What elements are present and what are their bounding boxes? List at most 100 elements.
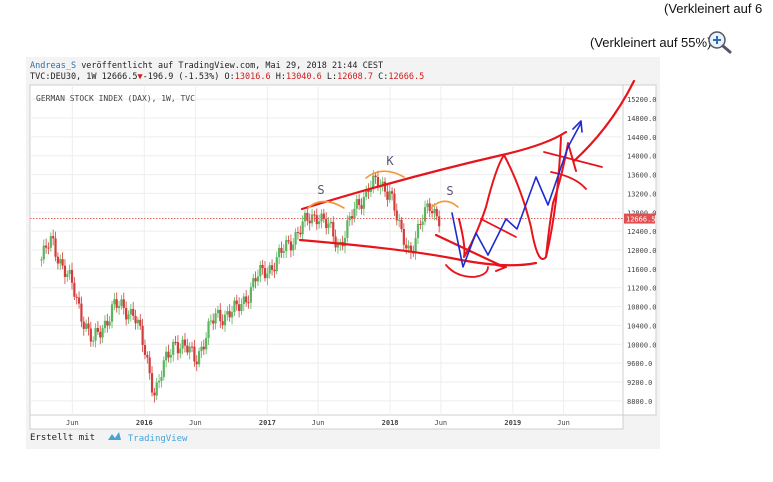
candle-body — [374, 175, 377, 178]
chart-card: Andreas_S veröffentlicht auf TradingView… — [26, 57, 660, 449]
candle-body — [40, 259, 43, 261]
candle-body — [56, 256, 59, 264]
candle-body — [122, 299, 125, 309]
x-tick-label: 2018 — [382, 419, 399, 427]
candle-body — [49, 236, 52, 248]
candle-body — [89, 328, 92, 342]
x-tick-label: Jun — [312, 419, 325, 427]
candle-body — [113, 299, 116, 305]
candle-body — [209, 320, 212, 322]
candle-body — [66, 273, 69, 277]
y-tick-label: 13200.0 — [627, 190, 657, 198]
close-label: C: — [378, 72, 389, 82]
candle-body — [414, 238, 417, 254]
candle-body — [409, 245, 413, 253]
candle-body — [195, 361, 198, 365]
candle-body — [390, 191, 394, 194]
candle-body — [132, 308, 135, 317]
candle-body — [365, 188, 368, 197]
candle-body — [372, 175, 375, 188]
candle-body — [282, 251, 285, 253]
change-arrow: ▼ — [137, 72, 143, 82]
candle-body — [325, 219, 328, 229]
created-with-label: Erstellt mit — [30, 433, 96, 443]
candle-body — [155, 382, 158, 396]
candle-body — [252, 278, 255, 288]
candle-body — [407, 245, 410, 249]
candle-body — [433, 208, 436, 214]
candle-body — [388, 191, 391, 200]
candle-body — [120, 299, 123, 306]
y-tick-label: 11600.0 — [627, 266, 657, 274]
candle-body — [141, 325, 144, 346]
candle-body — [188, 346, 191, 353]
candle-body — [197, 351, 201, 365]
candle-body — [134, 316, 137, 324]
candle-body — [47, 247, 50, 249]
zoom-in-button[interactable] — [706, 30, 734, 54]
author-link[interactable]: Andreas_S — [30, 61, 77, 71]
tradingview-logo[interactable]: TradingView — [106, 431, 187, 444]
candle-body — [219, 309, 222, 322]
candle-body — [59, 259, 62, 264]
low-label: L: — [326, 72, 338, 82]
candle-body — [169, 354, 172, 358]
high-label: H: — [275, 72, 286, 82]
bull-target-line — [572, 79, 636, 163]
price-chart[interactable]: 8800.0 9200.0 9600.0 10000.0 10400.0 10800.0 1… — [26, 57, 660, 449]
last-price-badge — [624, 213, 655, 224]
candle-body — [405, 244, 408, 249]
candle-body — [353, 208, 356, 219]
candle-body — [228, 311, 231, 318]
candle-body — [308, 220, 311, 224]
candle-body — [63, 265, 67, 277]
close-value: 12666.5 — [388, 72, 425, 82]
candle-body — [157, 380, 161, 383]
y-tick-label: 13600.0 — [627, 172, 657, 180]
time-axis — [29, 414, 624, 430]
resistance-trendline — [300, 130, 568, 211]
candle-body — [313, 214, 316, 216]
candle-body — [117, 305, 121, 308]
candle-body — [381, 181, 384, 187]
candle-body — [346, 220, 349, 238]
candle-body — [395, 210, 398, 221]
chart-title: GERMAN STOCK INDEX (DAX), 1W, TVC — [36, 94, 195, 103]
candle-body — [110, 304, 114, 322]
candle-body — [285, 240, 288, 252]
open-label: O: — [224, 72, 235, 82]
candle-body — [103, 320, 107, 329]
price-change: -196.9 (-1.53%) — [142, 72, 220, 82]
y-tick-label: 10800.0 — [627, 304, 657, 312]
y-tick-label: 12000.0 — [627, 247, 657, 255]
candle-body — [336, 244, 340, 248]
candle-body — [153, 392, 156, 396]
candle-body — [148, 357, 151, 374]
tradingview-cloud-icon — [108, 432, 122, 440]
candle-body — [205, 338, 208, 350]
candle-body — [75, 296, 78, 298]
candle-body — [85, 323, 88, 329]
candle-body — [355, 199, 358, 209]
candle-body — [99, 331, 102, 338]
published-text: veröffentlicht auf TradingView.com, Mai … — [81, 61, 384, 71]
candle-body — [162, 360, 165, 378]
candle-body — [263, 268, 267, 279]
candle-body — [315, 215, 318, 225]
y-tick-label: 14400.0 — [627, 134, 657, 142]
candle-body — [94, 327, 97, 341]
quote-line: TVC:DEU30, 1W 12666.5▼-196.9 (-1.53%) O:… — [30, 72, 424, 83]
open-value: 13016.6 — [234, 72, 271, 82]
candle-body — [240, 303, 243, 312]
candle-body — [402, 229, 405, 245]
candle-body — [416, 223, 420, 239]
candle-body — [202, 346, 205, 350]
candle-body — [247, 302, 250, 304]
x-tick-label: 2016 — [136, 419, 153, 427]
candle-body — [334, 236, 337, 248]
candle-body — [186, 345, 189, 353]
y-tick-label: 14800.0 — [627, 115, 657, 123]
price-axis — [622, 84, 657, 416]
candle-body — [96, 327, 99, 332]
candle-body — [266, 273, 269, 279]
